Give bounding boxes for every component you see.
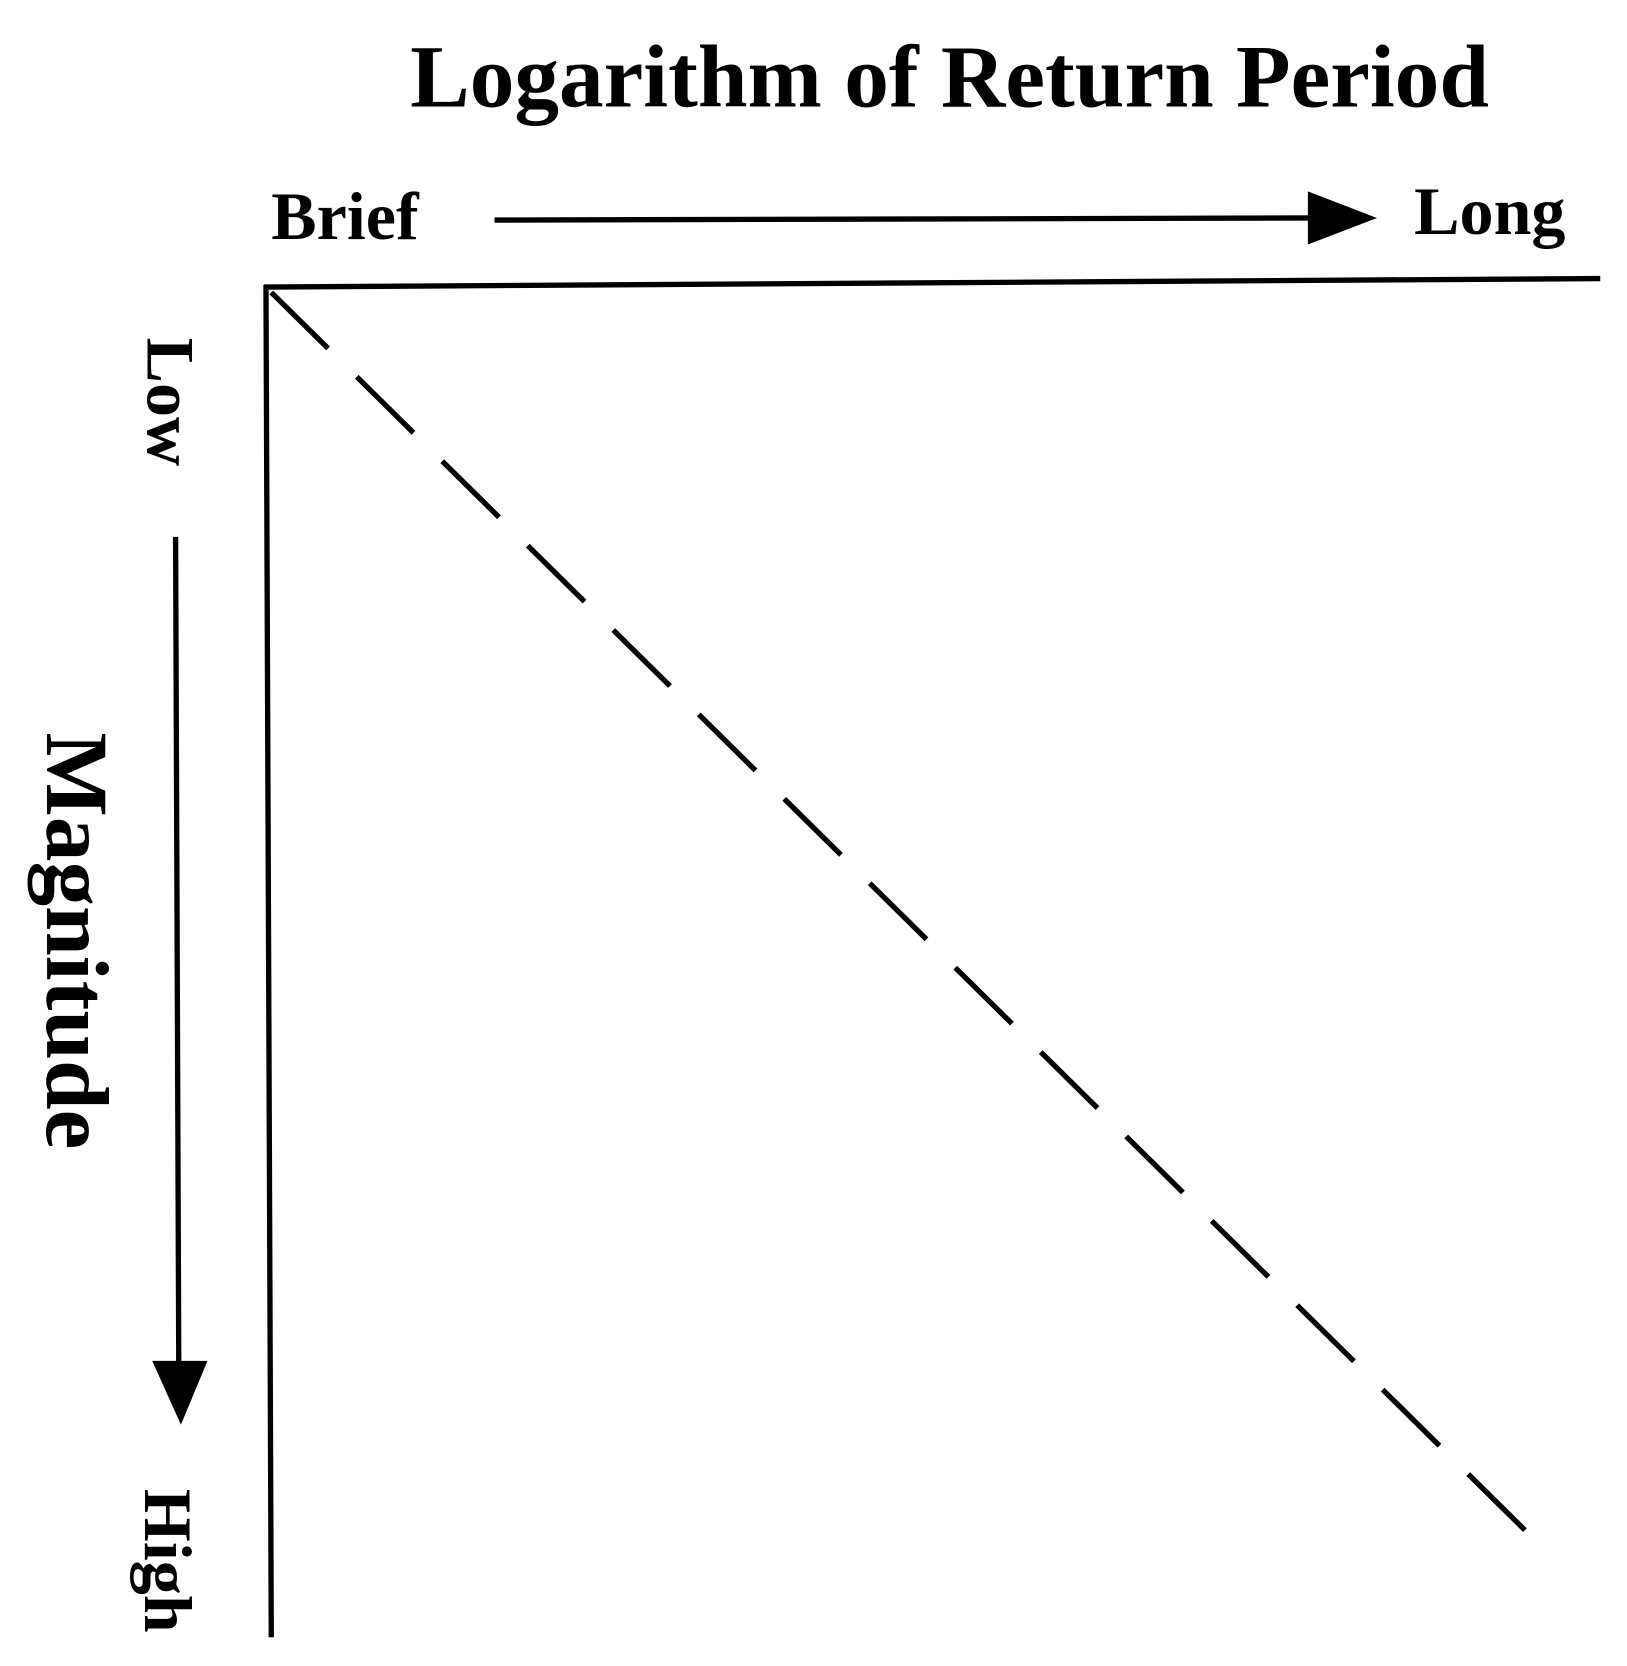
y-start-label: Low [132, 338, 208, 467]
y-end-label: High [130, 1489, 206, 1633]
y-axis-title: Magnitude [27, 733, 126, 1150]
x-end-label: Long [1414, 173, 1565, 249]
x-arrowhead [1307, 191, 1377, 245]
dashed-diagonal [269, 290, 1528, 1533]
x-start-label: Brief [271, 178, 420, 254]
left-axis [263, 284, 274, 1638]
y-direction-arrow [172, 536, 182, 1372]
x-direction-arrow [494, 215, 1319, 223]
y-arrowhead [152, 1360, 208, 1425]
top-axis [263, 275, 1601, 290]
diagram-title: Logarithm of Return Period [410, 27, 1489, 126]
